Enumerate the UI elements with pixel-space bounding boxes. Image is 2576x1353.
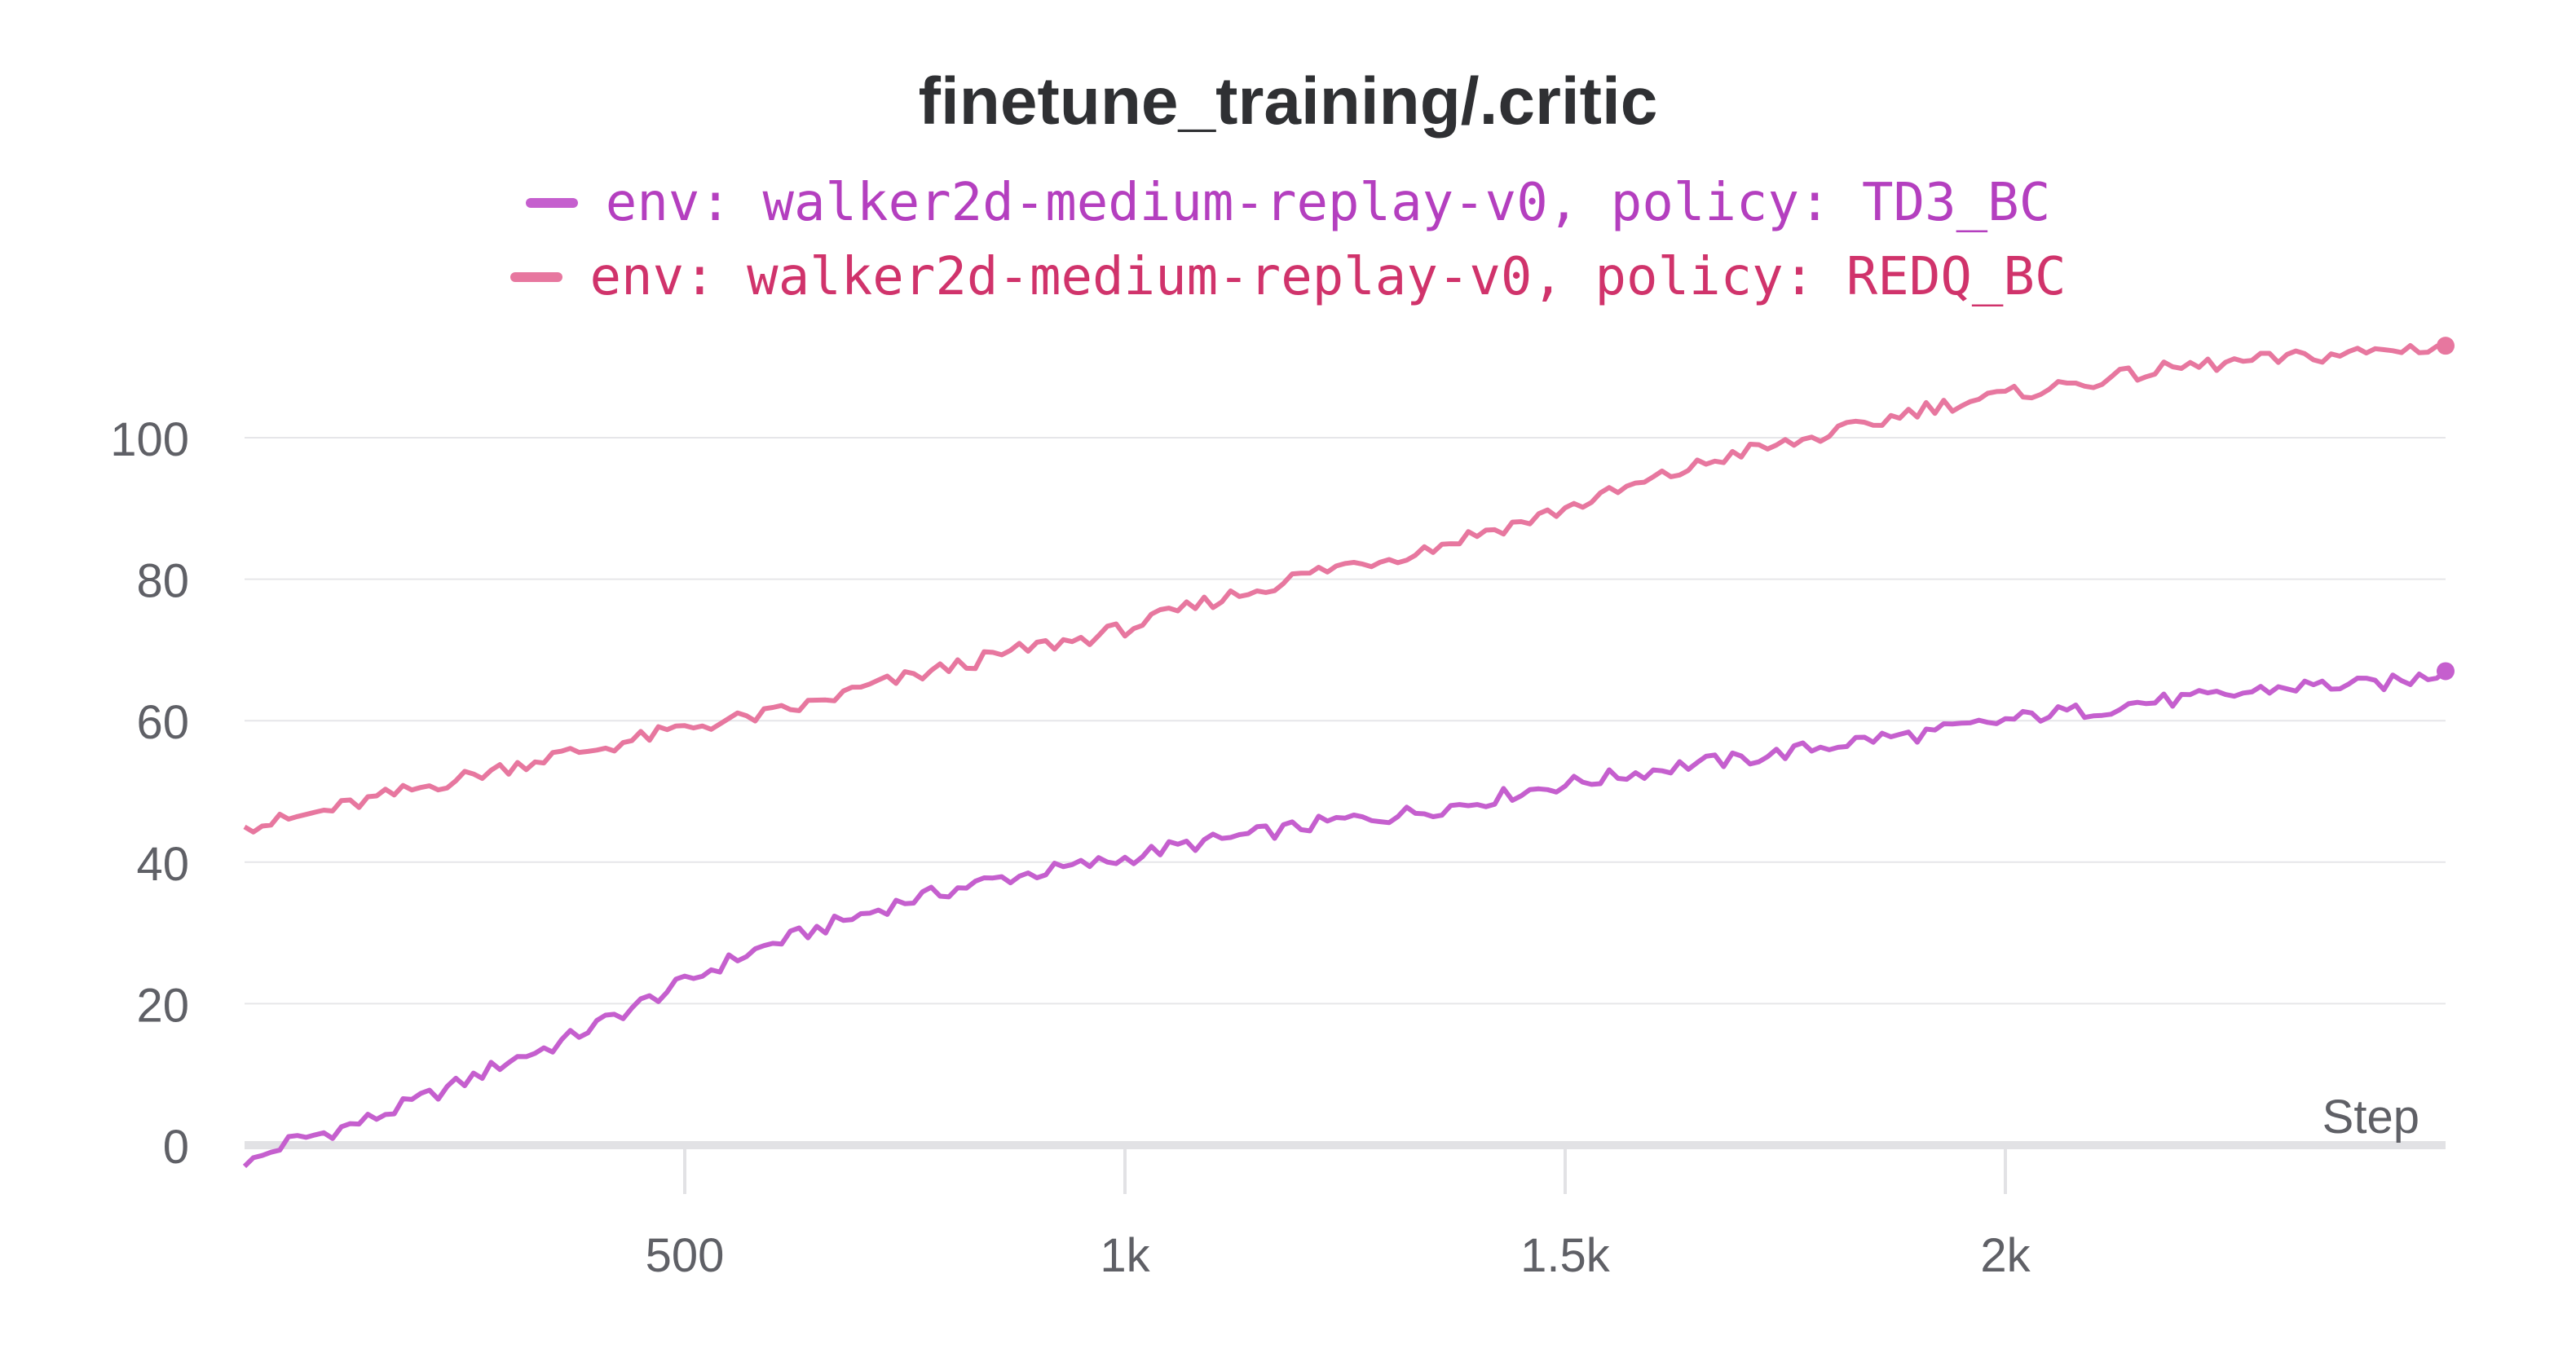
y-tick-label: 40 xyxy=(136,838,189,891)
y-tick-label: 80 xyxy=(136,555,189,608)
x-axis-label: Step xyxy=(2322,1091,2419,1144)
series-line-td3-bc xyxy=(242,669,2447,1169)
x-tick-label: 1k xyxy=(1100,1229,1150,1282)
legend-label-redq-bc: env: walker2d-medium-replay-v0, policy: … xyxy=(589,247,2067,307)
legend-item-redq-bc: env: walker2d-medium-replay-v0, policy: … xyxy=(0,247,2576,307)
legend-swatch-td3-bc xyxy=(525,198,578,208)
y-tick-label: 0 xyxy=(163,1121,189,1174)
legend-swatch-redq-bc xyxy=(509,272,562,282)
y-tick-label: 100 xyxy=(110,413,189,466)
legend-label-td3-bc: env: walker2d-medium-replay-v0, policy: … xyxy=(605,173,2051,233)
y-tick-label: 60 xyxy=(136,696,189,749)
x-tick-label: 500 xyxy=(646,1229,725,1282)
series-line-redq-bc xyxy=(243,343,2446,835)
x-tick-label: 1.5k xyxy=(1520,1229,1611,1282)
x-axis-ticks: 500 1k 1.5k 2k xyxy=(646,1149,2031,1282)
y-tick-label: 20 xyxy=(136,979,189,1032)
x-tick-label: 2k xyxy=(1980,1229,2031,1282)
y-axis-ticks: 0 20 40 60 80 100 xyxy=(110,413,189,1174)
series-endpoint-td3-bc xyxy=(2437,662,2455,681)
legend-item-td3-bc: env: walker2d-medium-replay-v0, policy: … xyxy=(0,173,2576,233)
series-endpoint-redq-bc xyxy=(2437,337,2455,355)
grid-lines xyxy=(245,437,2446,1005)
chart-title: finetune_training/.critic xyxy=(918,64,1658,139)
series-lines xyxy=(242,337,2455,1169)
